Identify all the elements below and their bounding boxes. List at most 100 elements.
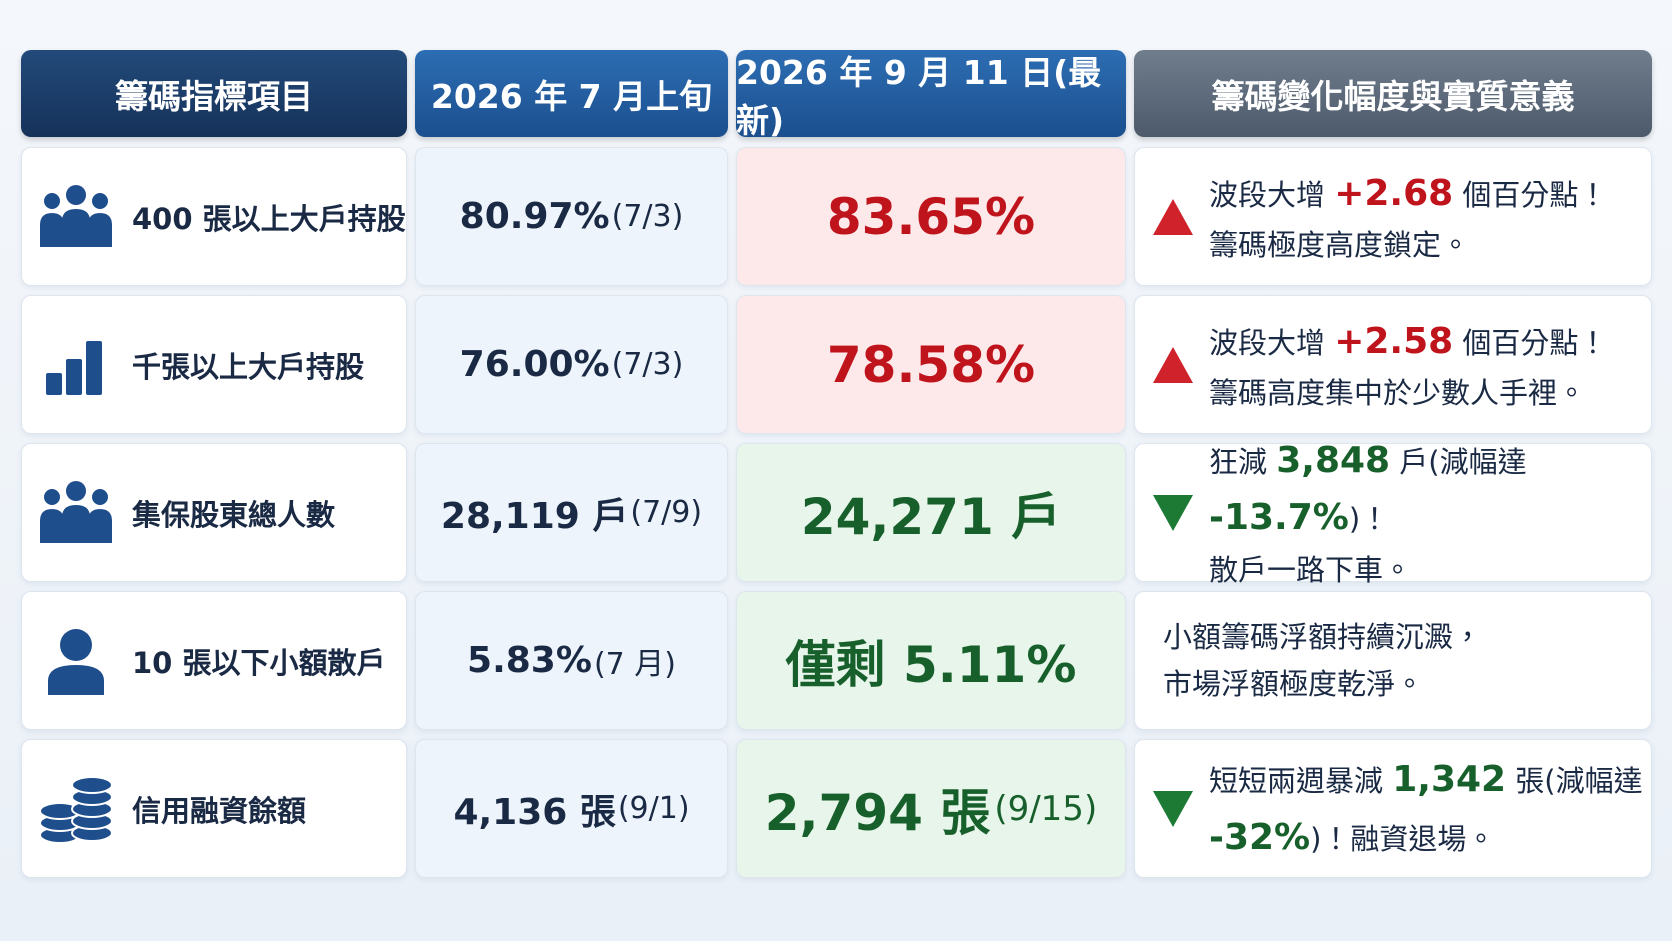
trend-arrow: [1153, 198, 1193, 235]
note-segment: 個百分點！: [1453, 177, 1608, 212]
column-header: 2026 年 9 月 11 日(最新): [736, 50, 1126, 140]
trend-arrow-shape: [1153, 198, 1193, 235]
latest-value: 24,271 戶: [800, 487, 1062, 546]
previous-value: 76.00%: [459, 344, 610, 385]
item-label: 千張以上大戶持股: [132, 349, 365, 384]
previous-date: (7/3): [611, 347, 684, 382]
note-line: 短短兩週暴減 1,342 張(減幅達: [1209, 751, 1643, 809]
note-text: 小額籌碼浮額持續沉澱， 市場浮額極度乾淨。: [1163, 614, 1482, 707]
note-highlight: 1,342: [1392, 758, 1507, 800]
note-segment: 戶(減幅達: [1390, 444, 1527, 479]
previous-value: 4,136 張: [453, 791, 616, 833]
note-segment: 短短兩週暴減: [1209, 763, 1393, 798]
note-text: 波段大增 +2.68 個百分點！ 籌碼極度高度鎖定。: [1209, 165, 1607, 269]
note-highlight: +2.58: [1334, 320, 1454, 362]
note-highlight: -13.7%: [1209, 497, 1349, 539]
trend-arrow-shape: [1153, 790, 1193, 827]
trend-arrow-shape: [1153, 346, 1193, 383]
latest-date: (9/15): [994, 788, 1098, 829]
latest-cell: 78.58%: [736, 295, 1126, 434]
latest-cell: 83.65%: [736, 147, 1126, 286]
trend-arrow: [1153, 346, 1193, 383]
column-header: 籌碼變化幅度與實質意義: [1134, 50, 1652, 137]
column-header: 2026 年 7 月上旬: [415, 50, 728, 137]
item-cell: 千張以上大戶持股: [21, 295, 407, 434]
note-segment: 狂減: [1209, 444, 1277, 479]
latest-value: 2,794 張: [764, 783, 991, 842]
item-cell: 400 張以上大戶持股: [21, 147, 407, 286]
note-highlight: +2.68: [1334, 172, 1454, 214]
note-line: 散戶一路下車。: [1209, 547, 1651, 593]
row-icon: [40, 480, 112, 543]
item-cell: 信用融資餘額: [21, 739, 407, 878]
note-cell: 小額籌碼浮額持續沉澱， 市場浮額極度乾淨。: [1134, 591, 1652, 730]
previous-date: (7/3): [611, 199, 684, 234]
icon-part: [66, 480, 86, 501]
icon-part: [66, 358, 82, 395]
note-segment: 籌碼極度高度鎖定。: [1209, 228, 1471, 263]
icon-part: [46, 372, 62, 395]
note-segment: )！融資退場。: [1310, 821, 1496, 856]
note-segment: 張(減幅達: [1506, 763, 1643, 798]
item-cell: 集保股東總人數: [21, 443, 407, 582]
previous-cell: 28,119 戶 (7/9): [415, 443, 728, 582]
note-text: 波段大增 +2.58 個百分點！ 籌碼高度集中於少數人手裡。: [1209, 313, 1607, 417]
note-text: 短短兩週暴減 1,342 張(減幅達 -32%)！融資退場。: [1209, 751, 1643, 866]
note-line: 籌碼極度高度鎖定。: [1209, 222, 1607, 268]
icon-part: [66, 184, 86, 205]
note-segment: )！: [1348, 502, 1390, 537]
previous-value: 80.97%: [459, 196, 610, 237]
previous-date: (9/1): [617, 791, 690, 826]
note-line: 狂減 3,848 戶(減幅達 -13.7%)！: [1209, 432, 1651, 547]
note-cell: 波段大增 +2.58 個百分點！ 籌碼高度集中於少數人手裡。: [1134, 295, 1652, 434]
latest-value: 78.58%: [826, 335, 1036, 394]
note-segment: 波段大增: [1209, 325, 1335, 360]
row-icon: [48, 628, 104, 695]
note-line: 波段大增 +2.68 個百分點！: [1209, 165, 1607, 223]
note-highlight: -32%: [1209, 816, 1311, 858]
note-line: 市場浮額極度乾淨。: [1163, 661, 1482, 707]
latest-cell: 24,271 戶: [736, 443, 1126, 582]
note-cell: 短短兩週暴減 1,342 張(減幅達 -32%)！融資退場。: [1134, 739, 1652, 878]
note-segment: 個百分點！: [1453, 325, 1608, 360]
icon-part: [92, 192, 108, 209]
previous-cell: 4,136 張 (9/1): [415, 739, 728, 878]
latest-cell: 2,794 張 (9/15): [736, 739, 1126, 878]
icon-part: [40, 504, 112, 543]
previous-value: 5.83%: [467, 640, 592, 681]
trend-arrow: [1153, 790, 1193, 827]
icon-part: [60, 628, 92, 661]
icon-part: [86, 340, 102, 395]
icon-part: [40, 208, 112, 247]
row-icon: [39, 775, 113, 844]
trend-arrow-shape: [1153, 494, 1193, 531]
note-cell: 波段大增 +2.68 個百分點！ 籌碼極度高度鎖定。: [1134, 147, 1652, 286]
icon-part: [92, 488, 108, 505]
previous-date: (7/9): [630, 495, 703, 530]
latest-value: 僅剩 5.11%: [785, 635, 1077, 694]
note-segment: 小額籌碼浮額持續沉澱，: [1163, 620, 1483, 655]
icon-part: [48, 664, 104, 695]
note-cell: 狂減 3,848 戶(減幅達 -13.7%)！ 散戶一路下車。: [1134, 440, 1652, 587]
previous-value: 28,119 戶: [440, 495, 629, 537]
note-segment: 散戶一路下車。: [1209, 552, 1413, 587]
item-cell: 10 張以下小額散戶: [21, 591, 407, 730]
note-segment: 波段大增: [1209, 177, 1335, 212]
item-label: 信用融資餘額: [132, 793, 307, 828]
note-line: 小額籌碼浮額持續沉澱，: [1163, 614, 1482, 660]
note-line: 籌碼高度集中於少數人手裡。: [1209, 370, 1607, 416]
latest-cell: 僅剩 5.11%: [736, 591, 1126, 730]
note-segment: 市場浮額極度乾淨。: [1163, 666, 1425, 701]
note-text: 狂減 3,848 戶(減幅達 -13.7%)！ 散戶一路下車。: [1209, 432, 1651, 594]
icon-part: [44, 192, 60, 209]
previous-date: (7 月): [593, 646, 676, 682]
previous-cell: 80.97% (7/3): [415, 147, 728, 286]
trend-arrow: [1153, 494, 1193, 531]
latest-value: 83.65%: [826, 187, 1036, 246]
icon-part: [44, 488, 60, 505]
item-label: 10 張以下小額散戶: [132, 645, 386, 680]
previous-cell: 5.83% (7 月): [415, 591, 728, 730]
row-icon: [46, 340, 102, 395]
